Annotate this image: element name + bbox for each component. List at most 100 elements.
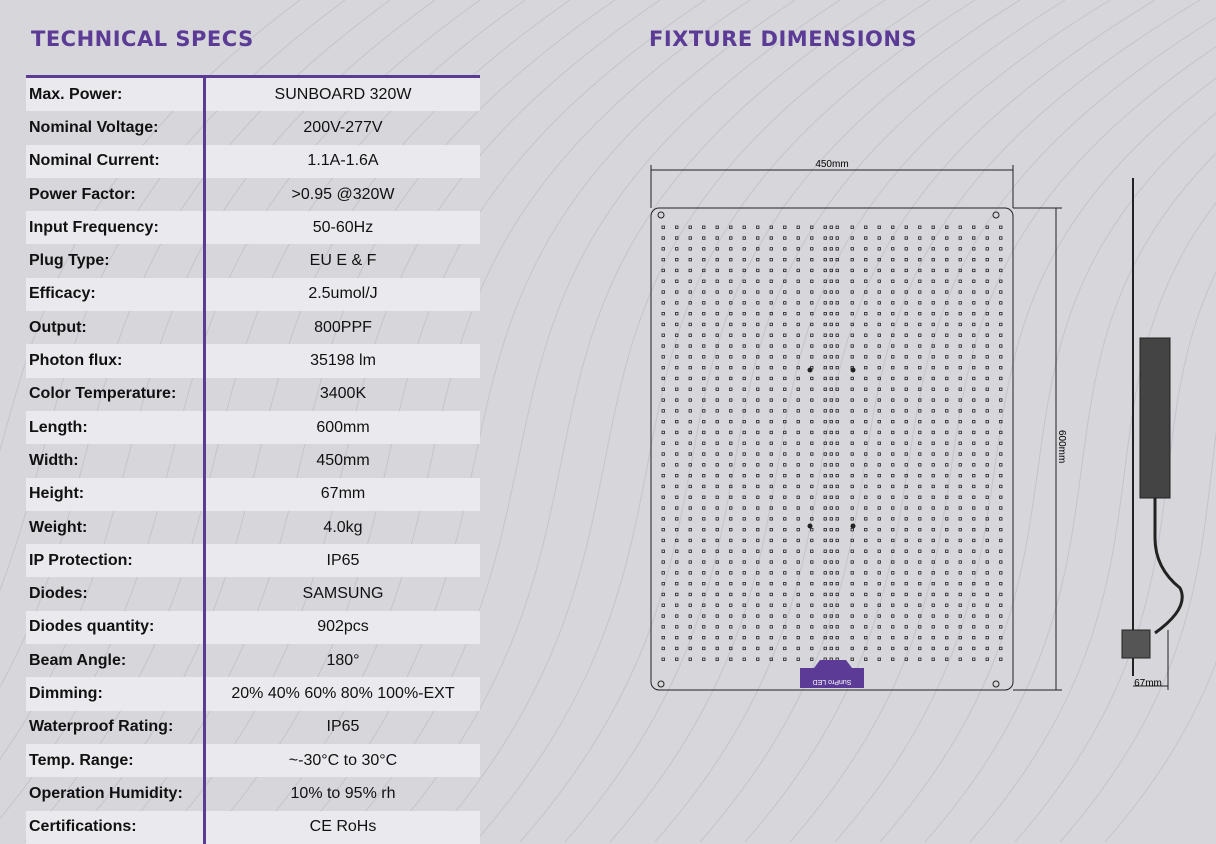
diode	[985, 290, 989, 294]
diode	[810, 538, 814, 543]
diode	[904, 636, 908, 640]
diode	[742, 376, 746, 381]
diode	[810, 636, 814, 640]
diode	[958, 365, 962, 370]
diode	[796, 409, 800, 413]
diode	[958, 322, 962, 327]
diode	[715, 365, 719, 370]
diode	[904, 419, 908, 424]
diode	[756, 636, 760, 640]
diode	[829, 528, 833, 532]
spec-label: Height:	[26, 477, 206, 511]
diode	[829, 484, 833, 489]
diode	[742, 333, 746, 337]
diode	[972, 517, 976, 521]
diode	[891, 636, 895, 640]
diode	[810, 311, 814, 316]
diode	[783, 409, 787, 413]
diode	[945, 344, 949, 348]
diode	[661, 452, 665, 456]
diode	[796, 441, 800, 445]
diode	[742, 365, 746, 370]
diode	[891, 625, 895, 629]
diode	[715, 571, 719, 575]
diode	[877, 571, 881, 575]
diode	[958, 657, 962, 661]
diode	[715, 387, 719, 391]
diode	[877, 333, 881, 337]
spec-label: Color Temperature:	[26, 377, 206, 411]
diode	[850, 495, 854, 499]
diode	[972, 560, 976, 564]
diode	[999, 225, 1003, 229]
diode	[931, 625, 935, 629]
diode	[931, 257, 935, 262]
diode	[783, 355, 787, 359]
diode	[958, 592, 962, 597]
diode	[904, 538, 908, 543]
diode	[877, 528, 881, 532]
diode	[864, 538, 868, 543]
diode	[891, 290, 895, 294]
diode	[904, 582, 908, 586]
diode	[661, 441, 665, 445]
diode	[661, 614, 665, 618]
diode	[796, 322, 800, 327]
diode	[999, 646, 1003, 651]
diode	[864, 506, 868, 510]
diode	[675, 495, 679, 499]
diode	[796, 387, 800, 391]
diode	[931, 473, 935, 478]
diode	[823, 582, 827, 586]
spec-label: Max. Power:	[26, 76, 206, 112]
diode	[850, 538, 854, 543]
diode	[675, 560, 679, 564]
diode	[985, 247, 989, 251]
diode	[918, 290, 922, 294]
diode	[742, 592, 746, 597]
spec-row: Waterproof Rating: IP65	[26, 710, 480, 744]
diode	[958, 268, 962, 273]
diode	[835, 473, 839, 478]
diode	[783, 268, 787, 273]
spec-label: Operation Humidity:	[26, 777, 206, 811]
diode	[742, 344, 746, 348]
diode	[688, 484, 692, 489]
spec-label: Nominal Voltage:	[26, 111, 206, 145]
diode	[985, 365, 989, 370]
spec-value: 2.5umol/J	[204, 277, 480, 312]
diode	[729, 376, 733, 381]
diode	[877, 279, 881, 283]
diode	[877, 582, 881, 586]
diode	[931, 517, 935, 521]
diode	[877, 430, 881, 435]
diode	[835, 409, 839, 413]
diode	[661, 247, 665, 251]
diode	[864, 636, 868, 640]
spec-row: Nominal Current: 1.1A-1.6A	[26, 144, 480, 178]
diode	[661, 365, 665, 370]
brand-logo	[800, 660, 864, 688]
diode	[864, 528, 868, 532]
diode	[810, 301, 814, 305]
diode	[702, 463, 706, 467]
diode	[999, 344, 1003, 348]
diode	[835, 257, 839, 262]
diode	[688, 279, 692, 283]
diode	[823, 409, 827, 413]
diode	[675, 322, 679, 327]
diode	[729, 290, 733, 294]
diode	[796, 636, 800, 640]
diode	[702, 301, 706, 305]
diode	[891, 495, 895, 499]
diode	[829, 603, 833, 607]
diode	[702, 592, 706, 597]
diode	[796, 517, 800, 521]
diode	[972, 452, 976, 456]
diode	[864, 571, 868, 575]
diode	[756, 517, 760, 521]
diode	[756, 495, 760, 499]
diode	[904, 625, 908, 629]
diode	[829, 441, 833, 445]
diode	[702, 646, 706, 651]
